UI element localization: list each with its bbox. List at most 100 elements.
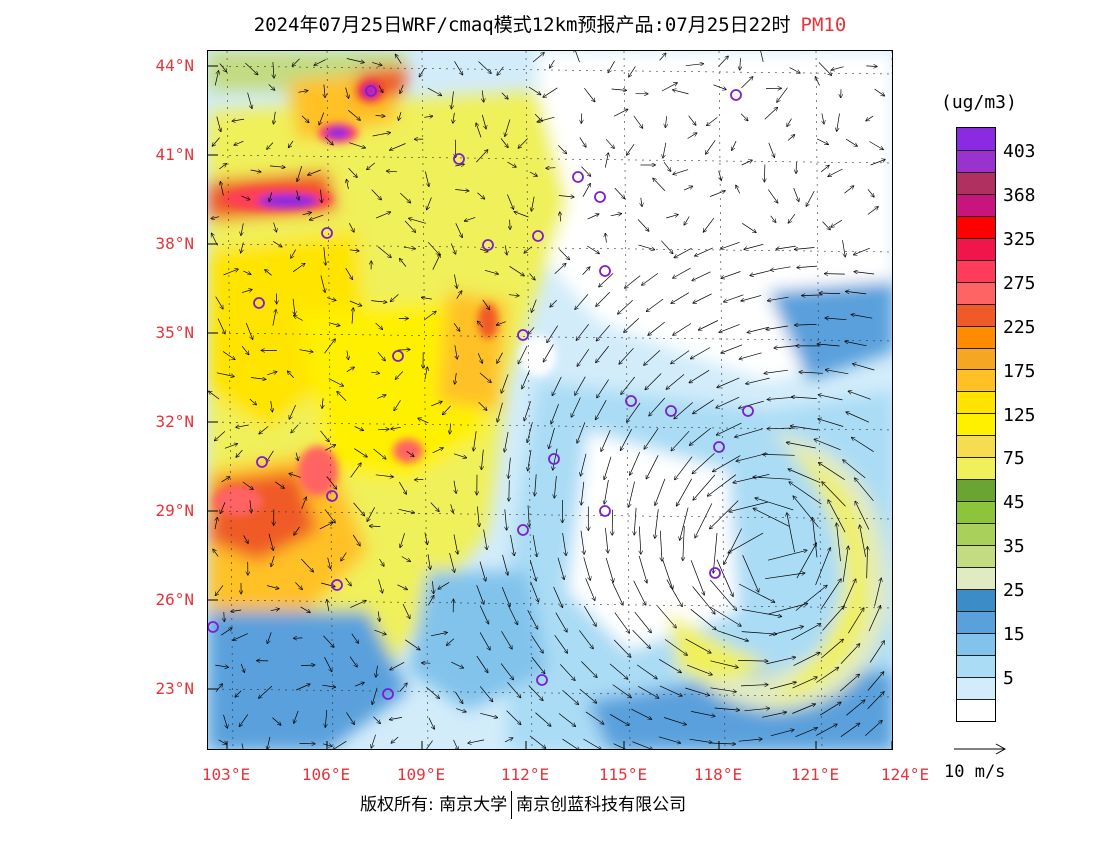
wind-arrow bbox=[820, 639, 843, 659]
wind-arrow bbox=[479, 561, 486, 581]
wind-vectors bbox=[209, 51, 885, 749]
wind-arrow bbox=[395, 54, 402, 64]
wind-arrow bbox=[663, 161, 671, 171]
wind-arrow bbox=[636, 664, 657, 679]
wind-arrow bbox=[581, 166, 591, 176]
wind-arrow bbox=[854, 272, 875, 275]
wind-arrow bbox=[587, 214, 599, 220]
wind-arrow bbox=[501, 586, 510, 606]
wind-arrow bbox=[449, 553, 455, 572]
wind-arrow bbox=[816, 667, 838, 683]
wind-arrow bbox=[738, 583, 775, 602]
wind-arrow bbox=[710, 606, 741, 626]
city-station-marker bbox=[572, 171, 584, 183]
wind-arrow bbox=[268, 533, 273, 550]
wind-arrow bbox=[766, 657, 795, 665]
wind-arrow bbox=[690, 560, 704, 595]
wind-arrow bbox=[699, 320, 719, 331]
wind-arrow bbox=[453, 534, 458, 554]
wind-arrow bbox=[673, 323, 692, 336]
city-station-marker bbox=[517, 524, 529, 536]
city-station-marker bbox=[665, 405, 677, 417]
wind-arrow bbox=[789, 482, 822, 505]
wind-arrow bbox=[371, 301, 386, 303]
wind-arrow bbox=[692, 586, 715, 614]
wind-arrow bbox=[582, 267, 590, 276]
wind-arrow bbox=[605, 557, 613, 582]
wind-arrow bbox=[665, 116, 666, 127]
wind-arrow bbox=[624, 317, 640, 332]
wind-arrow bbox=[479, 632, 490, 649]
city-stations bbox=[208, 85, 754, 700]
wind-arrow bbox=[259, 685, 273, 698]
wind-arrow bbox=[577, 349, 590, 366]
wind-arrow bbox=[497, 321, 506, 325]
lon-label-115: 115°E bbox=[598, 765, 648, 784]
wind-arrow bbox=[427, 241, 439, 255]
wind-arrow bbox=[853, 364, 875, 371]
wind-arrow bbox=[308, 169, 321, 175]
wind-arrow bbox=[560, 664, 575, 680]
wind-arrow bbox=[510, 534, 515, 556]
city-station-marker bbox=[365, 85, 377, 97]
lon-label-106: 106°E bbox=[301, 765, 351, 784]
wind-arrow bbox=[477, 353, 482, 363]
wind-arrow bbox=[764, 164, 765, 182]
wind-arrow bbox=[690, 609, 716, 629]
wind-arrow bbox=[688, 115, 696, 125]
wind-arrow bbox=[213, 549, 219, 557]
wind-arrow bbox=[482, 299, 490, 310]
wind-arrow bbox=[451, 504, 454, 512]
wind-arrow bbox=[456, 291, 462, 299]
wind-arrow bbox=[744, 243, 764, 249]
wind-arrow bbox=[477, 192, 485, 199]
wind-arrow bbox=[535, 712, 551, 726]
wind-arrow bbox=[404, 220, 415, 232]
wind-arrow bbox=[716, 559, 733, 597]
footer-company: 南京创蓝科技有限公司 bbox=[516, 795, 687, 815]
wind-arrow bbox=[268, 84, 275, 90]
wind-arrow bbox=[223, 269, 239, 276]
colorbar-segment bbox=[957, 149, 995, 172]
wind-arrow bbox=[233, 633, 248, 641]
wind-arrow bbox=[372, 62, 382, 65]
wind-arrow bbox=[550, 300, 557, 307]
wind-arrow bbox=[272, 717, 280, 725]
wind-arrow bbox=[796, 543, 817, 579]
wind-arrow bbox=[742, 223, 756, 232]
wind-arrow bbox=[476, 585, 484, 604]
wind-arrow bbox=[508, 457, 511, 478]
wind-arrow bbox=[249, 398, 256, 405]
wind-arrow bbox=[806, 190, 815, 206]
wind-arrow bbox=[744, 708, 769, 712]
wind-arrow bbox=[528, 327, 535, 334]
wind-arrow bbox=[760, 51, 764, 62]
footer-copyright: 版权所有: 南京大学 bbox=[360, 795, 508, 815]
wind-arrow bbox=[215, 665, 228, 667]
wind-arrow bbox=[222, 351, 235, 359]
wind-arrow bbox=[550, 60, 555, 68]
wind-arrow bbox=[483, 529, 487, 550]
wind-arrow bbox=[554, 264, 566, 274]
wind-arrow bbox=[638, 685, 658, 698]
wind-arrow bbox=[212, 137, 220, 146]
wind-arrow bbox=[581, 113, 582, 124]
wind-arrow bbox=[585, 711, 604, 724]
wind-arrow bbox=[349, 300, 362, 306]
wind-arrow bbox=[739, 400, 764, 408]
wind-arrow bbox=[215, 518, 217, 530]
wind-arrow bbox=[326, 476, 337, 490]
wind-arrow bbox=[218, 739, 227, 744]
wind-arrow bbox=[712, 743, 735, 744]
wind-arrow bbox=[552, 376, 562, 396]
city-station-marker bbox=[742, 405, 754, 417]
wind-arrow bbox=[691, 347, 711, 359]
wind-arrow bbox=[787, 513, 795, 553]
longitude-gridline bbox=[718, 51, 726, 749]
wind-arrow bbox=[795, 324, 817, 325]
wind-arrow bbox=[371, 372, 379, 373]
wind-arrow bbox=[605, 234, 606, 243]
wind-arrow bbox=[604, 153, 608, 168]
wind-arrow bbox=[501, 374, 509, 393]
wind-arrow bbox=[663, 142, 667, 158]
